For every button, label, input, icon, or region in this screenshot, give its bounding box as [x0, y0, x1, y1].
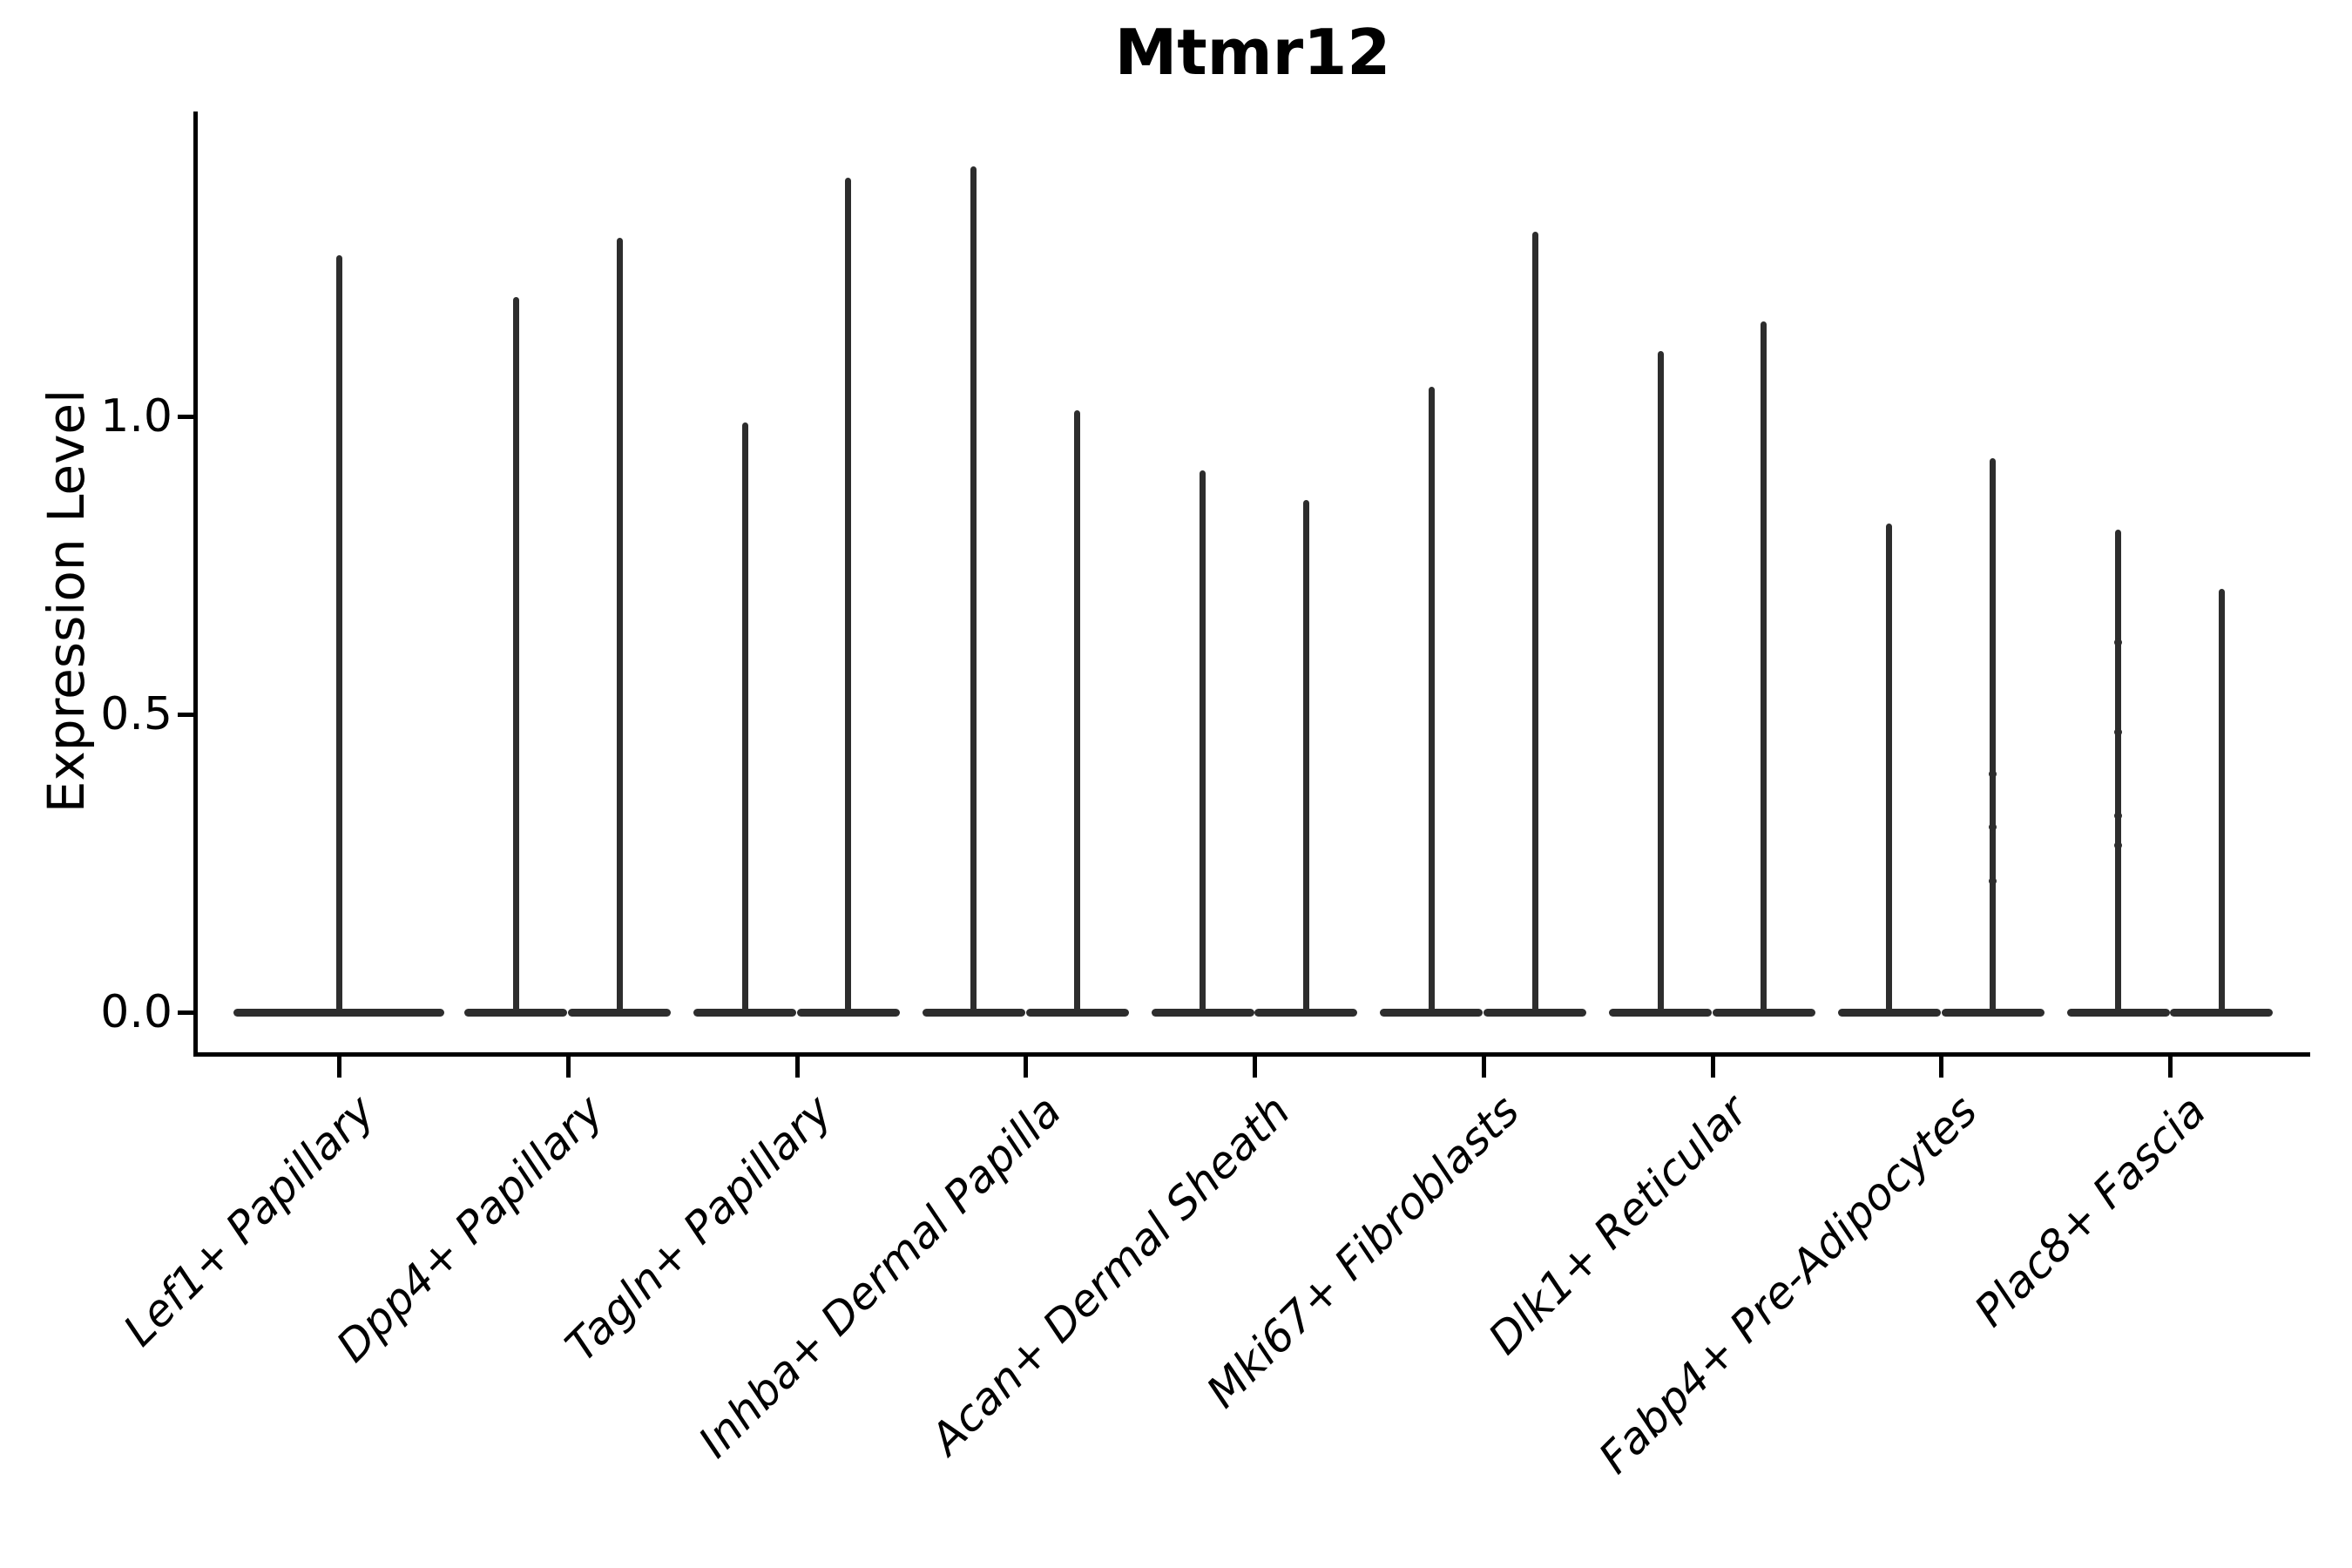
x-tick-mark: [1710, 1057, 1715, 1078]
y-tick-mark: [178, 713, 195, 717]
x-tick-mark: [1253, 1057, 1257, 1078]
violin-spike: [2218, 589, 2225, 1016]
cell-point: [2114, 841, 2123, 849]
violin-spike: [1200, 470, 1206, 1016]
x-tick-label: Dlk1+ Reticular: [1478, 1085, 1758, 1364]
y-axis-spine: [193, 112, 198, 1057]
x-tick-mark: [1939, 1057, 1944, 1078]
violin-spike: [1302, 499, 1309, 1016]
y-tick-label: 0.5: [100, 688, 172, 740]
x-tick-label: Lef1+ Papillary: [113, 1085, 385, 1356]
x-tick-label: Fabp4+ Pre-Adipocytes: [1588, 1085, 1987, 1484]
y-tick-label: 0.0: [100, 986, 172, 1038]
y-tick-label: 1.0: [100, 390, 172, 443]
violin-spike: [616, 237, 623, 1016]
violin-spike: [1990, 457, 1997, 1016]
violin-spike: [512, 297, 519, 1016]
x-tick-mark: [2168, 1057, 2173, 1078]
y-tick-mark: [178, 415, 195, 419]
violin-spike: [1074, 410, 1081, 1016]
y-tick-mark: [178, 1010, 195, 1015]
x-axis-spine: [193, 1052, 2310, 1057]
violin-spike: [1886, 524, 1893, 1016]
x-tick-mark: [794, 1057, 800, 1078]
cell-point: [1989, 877, 1997, 886]
cell-point: [2114, 728, 2123, 737]
cell-point: [2114, 811, 2123, 820]
chart-title: Mtmr12: [1114, 16, 1391, 89]
x-tick-mark: [1024, 1057, 1029, 1078]
x-tick-mark: [1481, 1057, 1486, 1078]
violin-spike: [1531, 231, 1538, 1016]
x-tick-label: Plac8+ Fascia: [1964, 1085, 2216, 1337]
violin-spike: [970, 166, 977, 1016]
y-axis-label: Expression Level: [37, 389, 96, 814]
cell-point: [2114, 639, 2123, 647]
violin-spike: [1657, 350, 1664, 1016]
cell-point: [1989, 823, 1997, 832]
violin-spike: [335, 255, 342, 1016]
violin-spike: [2115, 529, 2122, 1016]
violin-spike: [1761, 321, 1767, 1016]
x-tick-mark: [565, 1057, 571, 1078]
cell-point: [1989, 769, 1997, 778]
violin-spike: [741, 422, 748, 1016]
x-tick-mark: [337, 1057, 341, 1078]
violin-spike: [845, 178, 852, 1016]
violin-spike: [1428, 386, 1435, 1016]
